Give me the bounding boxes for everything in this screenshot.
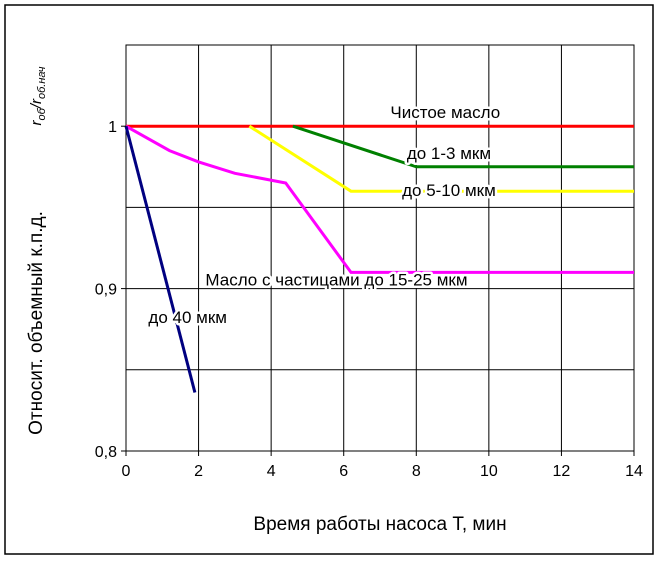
annotation-label-3: Масло с частицами до 15-25 мкм	[205, 270, 467, 289]
y-tick-label: 0,9	[95, 282, 117, 299]
y-symbol-r2: r	[28, 98, 45, 104]
series-line-1	[292, 124, 634, 169]
x-tick-label: 0	[122, 463, 131, 480]
x-tick-label: 8	[412, 463, 421, 480]
y-axis-symbol: rоб/rоб.нач	[28, 66, 48, 125]
annotation-label-1: до 1-3 мкм	[407, 144, 491, 163]
series-line-4	[124, 125, 197, 393]
x-tick-label: 4	[267, 463, 276, 480]
annotation-layer: Чистое масло до 1-3 мкм до 5-10 мкм Масло с…	[146, 101, 503, 330]
x-tick-label: 10	[480, 463, 498, 480]
y-axis-title: Относит. объемный к.п.д.	[26, 211, 47, 435]
plot-area	[125, 44, 635, 452]
y-symbol-r1: r	[28, 119, 45, 125]
series-layer	[124, 124, 634, 393]
x-tick-label: 6	[339, 463, 348, 480]
y-symbol-sub2: об.нач	[36, 66, 48, 99]
x-tick-layer: 0 2 4 6 8 10 12 14	[122, 451, 643, 480]
annotation-label-4: до 40 мкм	[148, 308, 227, 327]
y-tick-label: 0,8	[95, 444, 117, 461]
y-symbol-slash: /	[28, 102, 45, 109]
series-line-3	[125, 124, 634, 274]
x-axis-title: Время работы насоса Т, мин	[253, 514, 506, 535]
y-tick-label: 1	[108, 119, 117, 136]
y-tick-layer: 0,8 0,9 1	[95, 119, 126, 461]
x-tick-label: 2	[194, 463, 203, 480]
x-tick-label: 12	[553, 463, 571, 480]
annotation-label-0: Чистое масло	[390, 103, 500, 122]
annotation-label-2: до 5-10 мкм	[402, 181, 496, 200]
y-symbol-sub1: об	[36, 107, 48, 120]
series-line-2	[248, 124, 634, 193]
x-tick-label: 14	[625, 463, 643, 480]
